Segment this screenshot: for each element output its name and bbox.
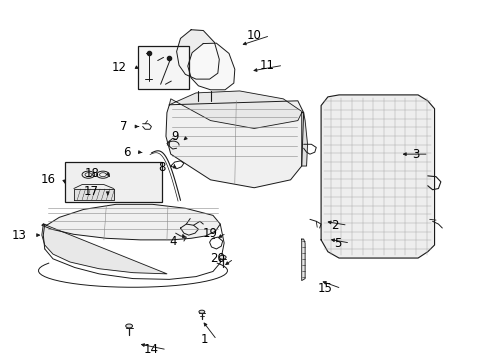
Text: 16: 16 — [41, 173, 55, 186]
Text: 19: 19 — [203, 227, 217, 240]
Text: 4: 4 — [169, 235, 176, 248]
Polygon shape — [42, 224, 166, 274]
Polygon shape — [301, 113, 307, 166]
Text: 18: 18 — [84, 167, 99, 180]
Polygon shape — [165, 101, 303, 188]
Polygon shape — [176, 30, 219, 79]
Polygon shape — [301, 239, 305, 280]
Text: 3: 3 — [412, 148, 419, 161]
Polygon shape — [321, 95, 434, 258]
Text: 1: 1 — [200, 333, 208, 346]
Text: 2: 2 — [331, 219, 338, 232]
Text: 9: 9 — [171, 130, 179, 143]
Text: 12: 12 — [112, 61, 127, 74]
Text: 11: 11 — [259, 59, 274, 72]
Text: 8: 8 — [158, 162, 165, 175]
Ellipse shape — [125, 324, 132, 328]
FancyBboxPatch shape — [138, 45, 188, 89]
Text: 15: 15 — [317, 282, 332, 295]
Text: 6: 6 — [123, 146, 130, 159]
Ellipse shape — [199, 310, 204, 313]
Polygon shape — [169, 91, 303, 129]
Polygon shape — [74, 189, 113, 201]
Text: 17: 17 — [84, 185, 99, 198]
FancyBboxPatch shape — [65, 162, 162, 202]
Text: 20: 20 — [210, 252, 224, 265]
Text: 13: 13 — [11, 229, 26, 242]
Polygon shape — [187, 43, 234, 90]
Text: 7: 7 — [120, 120, 127, 133]
Text: 10: 10 — [246, 29, 261, 42]
Text: 5: 5 — [333, 237, 341, 249]
Text: 14: 14 — [143, 343, 158, 356]
Ellipse shape — [219, 255, 225, 259]
Polygon shape — [42, 204, 220, 240]
